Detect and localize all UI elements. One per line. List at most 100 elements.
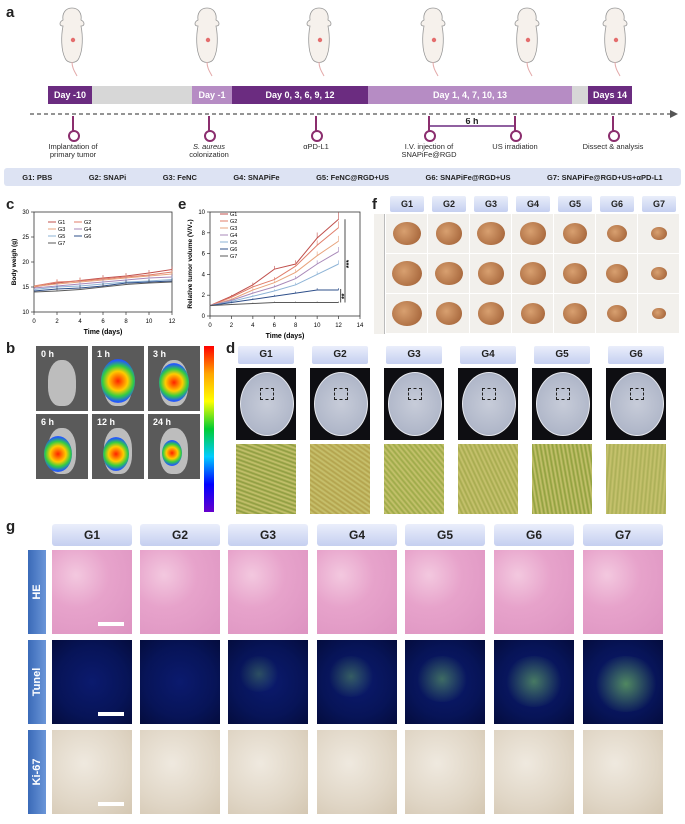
histology-image [228, 730, 308, 814]
plate-cell [606, 368, 666, 440]
tumor-specimen [519, 222, 546, 245]
timeline-axis-arrowhead [670, 110, 678, 118]
tumor-specimen [477, 302, 504, 325]
group-legend-item: G7: SNAPiFe@RGD+US+αPD-L1 [547, 172, 663, 182]
event-label-line2: primary tumor [49, 150, 97, 160]
signal-heatmap [162, 440, 182, 466]
agar-plate [314, 372, 368, 436]
panel-f-label: f [372, 196, 377, 213]
apoptosis-signal [504, 656, 564, 707]
x-tick-label: 6 [273, 323, 277, 329]
tumor-specimen [606, 225, 627, 242]
x-tick-label: 8 [124, 319, 128, 325]
event-label-line1: I.V. injection of [404, 142, 454, 151]
interval-text: 6 h [465, 118, 478, 126]
histology-column-header: G5 [405, 524, 485, 546]
panel-c-label: c [6, 196, 15, 213]
tumor-specimen [520, 303, 545, 324]
histology-image [494, 640, 574, 724]
tumor-specimen [392, 221, 421, 246]
imaging-time-label: 6 h [41, 417, 55, 427]
histology-image [494, 550, 574, 634]
micrograph [384, 444, 444, 514]
imaging-cell: 3 h [148, 346, 200, 411]
plate-cell [384, 368, 444, 440]
event-label-line2: SNAPiFe@RGD [401, 150, 457, 160]
event-dot [608, 130, 620, 142]
legend-label: G7 [230, 254, 237, 260]
tumor-photo-cell [554, 294, 595, 333]
tumor-dot [317, 37, 323, 43]
tumor-column-header: G4 [516, 196, 550, 212]
y-tick-label: 8 [202, 231, 206, 237]
panel-b-label: b [6, 340, 16, 357]
timeline-segment: Day -10 [48, 86, 92, 104]
x-axis-label: Time (days) [266, 333, 305, 340]
plot-frame [33, 211, 173, 313]
tumor-photo-cell [554, 214, 595, 253]
event-dot [424, 130, 436, 142]
histology-column-header: G4 [317, 524, 397, 546]
event-label: αPD-L1 [267, 142, 365, 151]
tumor-dot [431, 37, 437, 43]
tumor-photo-cell [596, 254, 637, 293]
panel-e-label: e [178, 196, 187, 213]
group-legend-item: G6: SNAPiFe@RGD+US [425, 172, 511, 182]
x-tick-label: 0 [32, 319, 36, 325]
plate-column-header: G5 [534, 346, 590, 364]
plate-column-header: G4 [460, 346, 516, 364]
histology-image [228, 550, 308, 634]
timeline-segment: Day 1, 4, 7, 10, 13 [368, 86, 572, 104]
significance-label: ** [342, 293, 349, 299]
micrograph [236, 444, 296, 514]
x-tick-label: 14 [357, 323, 364, 329]
event-dot [204, 130, 216, 142]
timeline-axis [30, 110, 678, 118]
tumor-dot [70, 37, 76, 43]
mouse-body [420, 7, 446, 63]
event-line [514, 116, 516, 132]
tumor-photo-cell [386, 254, 427, 293]
histology-image [317, 550, 397, 634]
x-tick-label: 8 [294, 323, 298, 329]
tumor-dot [205, 37, 211, 43]
tumor-photo-cell [470, 254, 511, 293]
tumor-specimen [476, 221, 505, 246]
histology-image [405, 640, 485, 724]
legend-label: G2 [84, 220, 91, 226]
tumor-photo-cell [386, 294, 427, 333]
signal-heatmap [101, 359, 135, 404]
x-tick-label: 12 [169, 319, 176, 325]
legend-label: G5 [230, 240, 237, 246]
group-legend-bar: G1: PBS G2: SNAPi G3: FeNC G4: SNAPiFe G5: F… [4, 168, 681, 186]
y-axis-label: Body weigh (g) [11, 239, 18, 286]
histology-column-header: G2 [140, 524, 220, 546]
imaging-cell: 1 h [92, 346, 144, 411]
tumor-photo-cell [638, 214, 679, 253]
mouse-illustration [306, 7, 332, 77]
mouse-tail [614, 61, 621, 77]
imaging-cell: 0 h [36, 346, 88, 411]
y-tick-label: 10 [22, 310, 29, 316]
tumor-specimen [435, 302, 462, 325]
group-legend-item: G5: FeNC@RGD+US [316, 172, 390, 182]
tumor-dot [613, 37, 619, 43]
histology-image [583, 550, 663, 634]
event-label: US irradiation [466, 142, 564, 151]
tumor-column-header: G2 [432, 196, 466, 212]
event-label-line2: colonization [189, 150, 229, 160]
event-line [428, 116, 430, 132]
signal-heatmap [103, 437, 129, 471]
plate-column-header: G6 [608, 346, 664, 364]
x-tick-label: 10 [314, 323, 321, 329]
mouse-tail [318, 61, 325, 77]
y-tick-label: 2 [202, 293, 206, 299]
legend-label: G7 [58, 241, 65, 247]
tumor-column-header: G5 [558, 196, 592, 212]
plate-cell [458, 368, 518, 440]
x-tick-label: 2 [55, 319, 59, 325]
apoptosis-signal [415, 656, 469, 702]
tumor-specimen [519, 262, 546, 285]
tumor-photo-cell [428, 214, 469, 253]
micrograph [532, 444, 592, 514]
